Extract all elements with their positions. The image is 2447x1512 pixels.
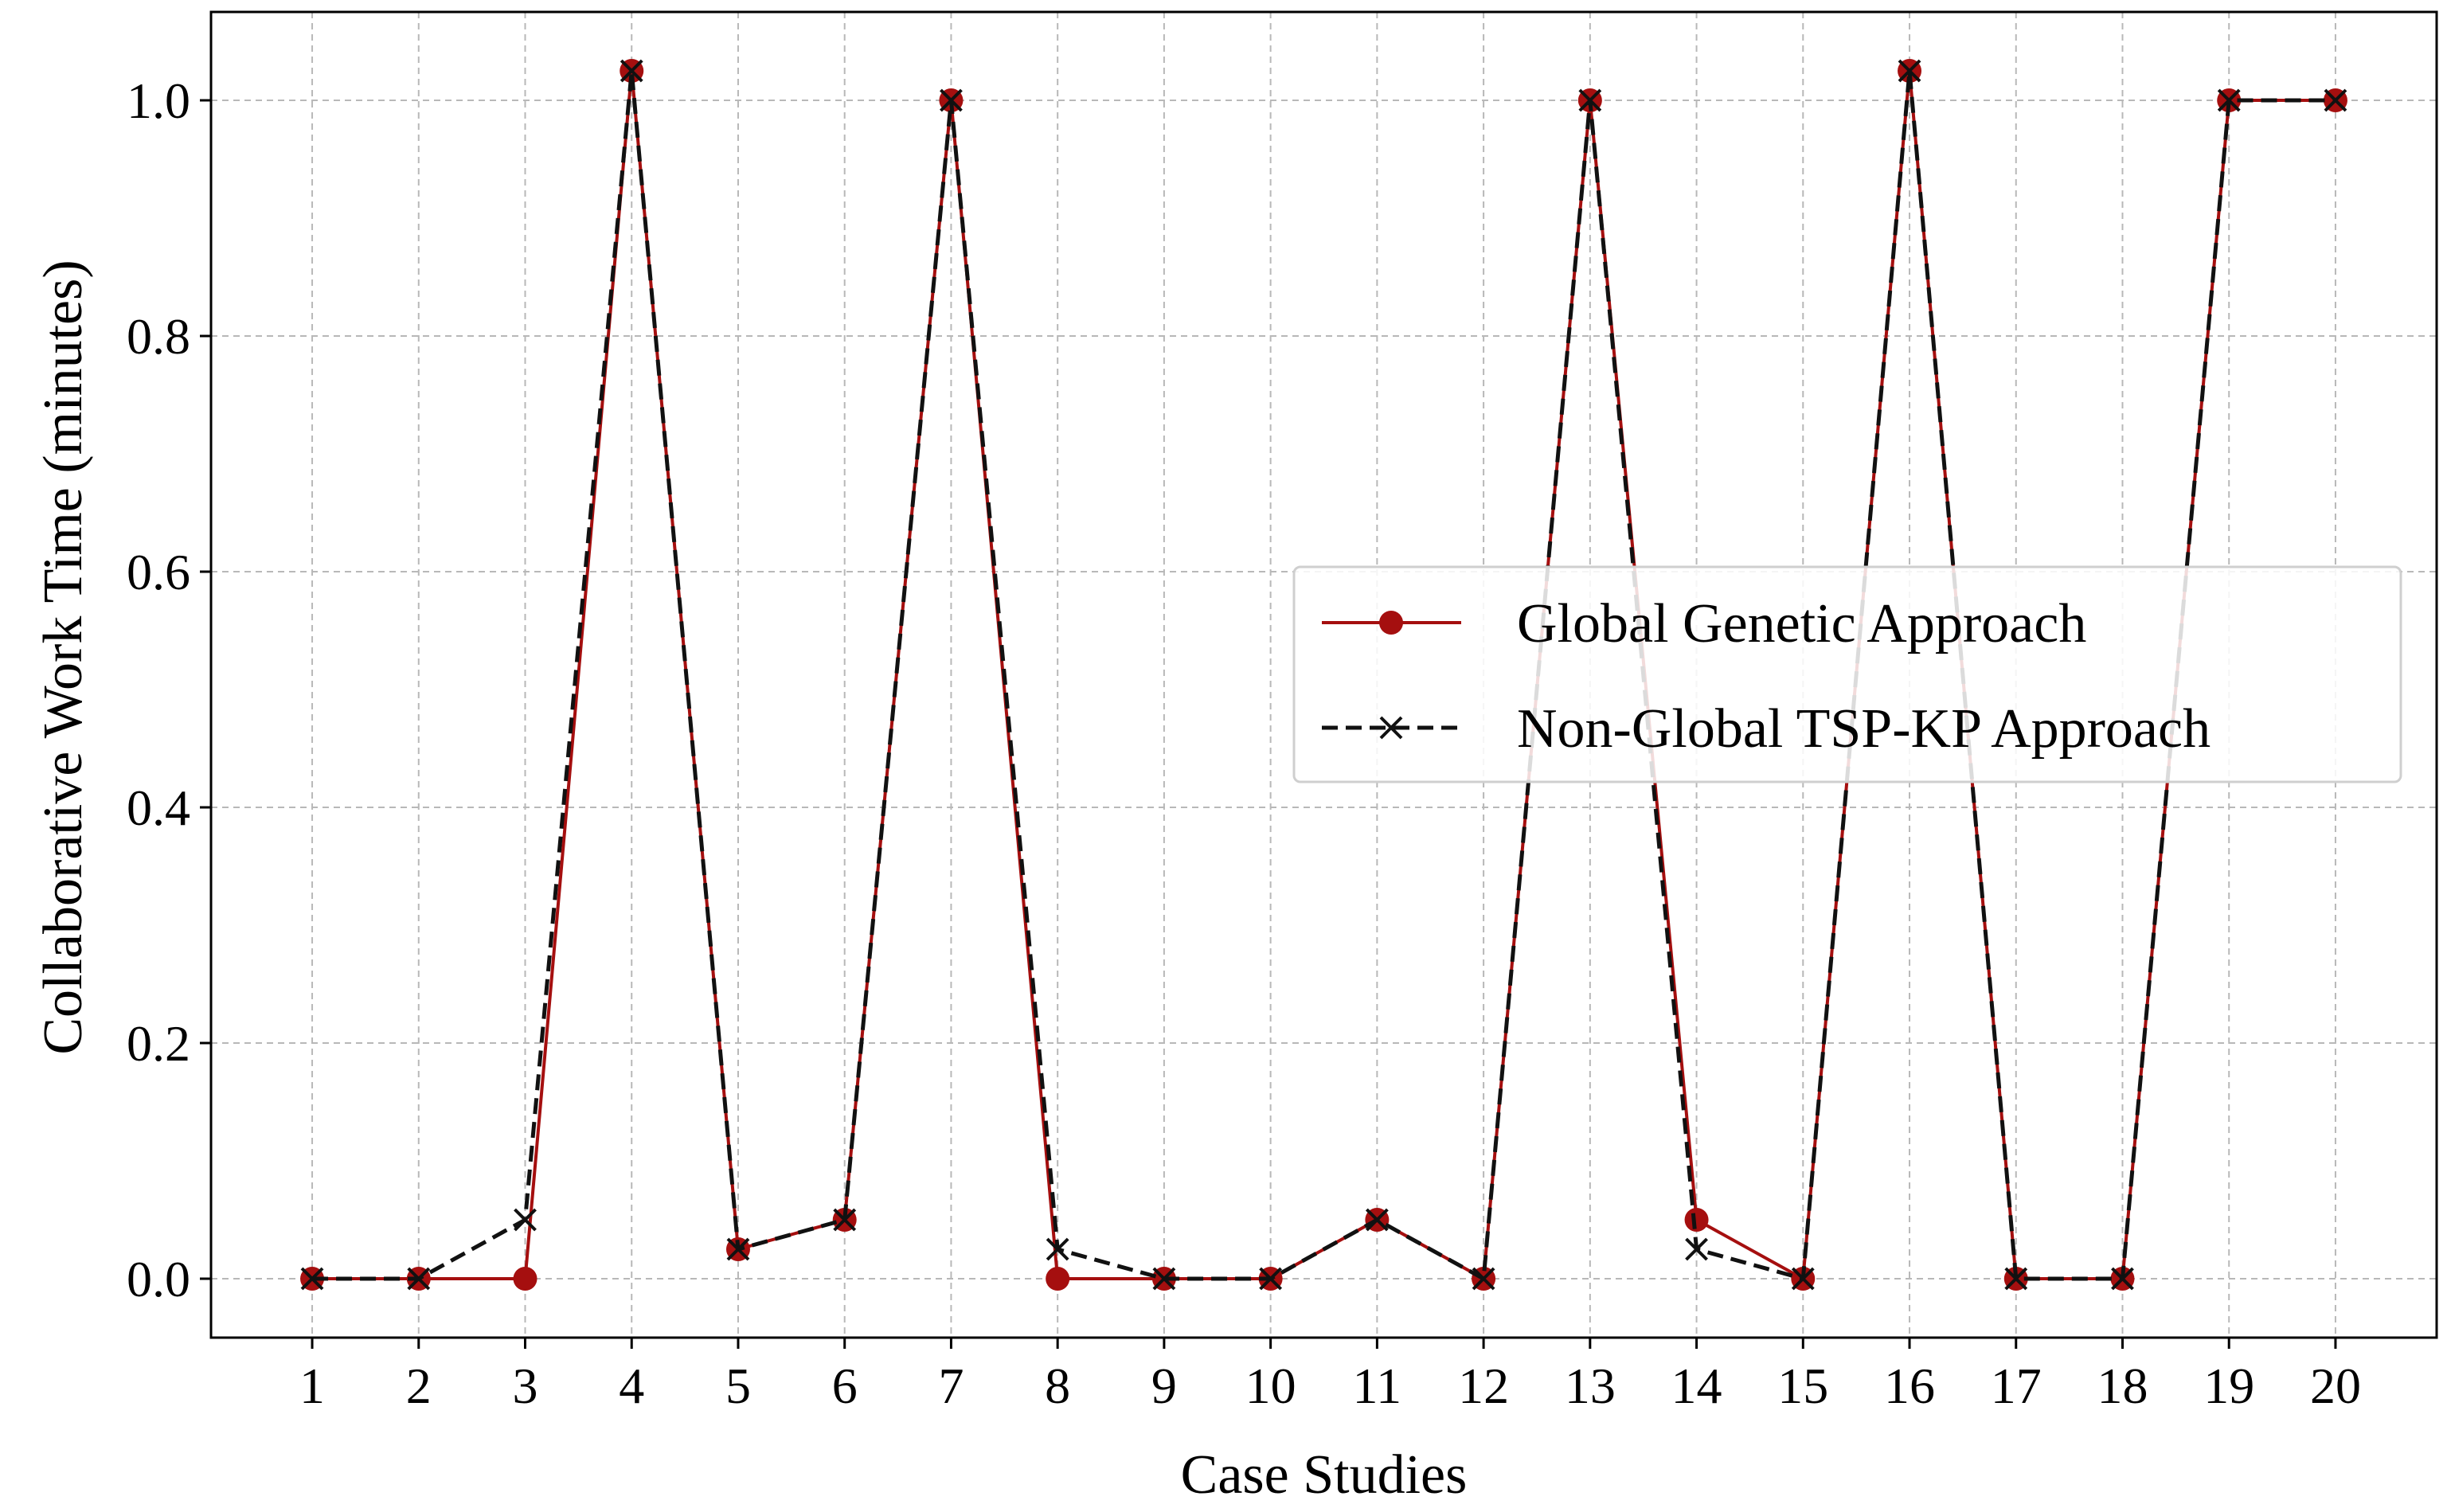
x-tick-label: 6 [832, 1358, 858, 1414]
data-point-x [1791, 1267, 1815, 1291]
y-tick-label: 0.8 [127, 308, 190, 365]
x-tick-label: 3 [513, 1358, 538, 1414]
data-point-x [1259, 1267, 1283, 1291]
legend-entry-2: Non-Global TSP-KP Approach [1322, 698, 2211, 760]
y-tick-label: 0.0 [127, 1251, 190, 1307]
y-tick-label: 0.2 [127, 1015, 190, 1072]
data-point-x [1046, 1237, 1069, 1261]
data-point-circle [513, 1267, 537, 1291]
data-point-x [726, 1237, 750, 1261]
x-tick-label: 2 [406, 1358, 432, 1414]
x-tick-label: 19 [2203, 1358, 2254, 1414]
data-point-x [1578, 88, 1602, 112]
x-tick-label: 8 [1045, 1358, 1070, 1414]
axis-ticks: 1 2 3 4 5 6 7 8 9 10 11 12 13 14 15 16 17 18 19 200.00.20.4… [127, 72, 2361, 1414]
data-point-x [2217, 88, 2241, 112]
legend-entries: Global Genetic Approach Non-Global TSP-KP… [1322, 593, 2211, 760]
x-tick-label: 5 [725, 1358, 751, 1414]
x-tick-label: 4 [619, 1358, 644, 1414]
data-point-x [1898, 59, 1921, 83]
data-point-x [620, 59, 643, 83]
series-lines [300, 59, 2347, 1291]
y-axis-label: Collaborative Work Time (minutes) [33, 260, 94, 1054]
legend-box [1292, 565, 2402, 783]
data-point-x [2004, 1267, 2028, 1291]
data-point-circle [1379, 611, 1403, 635]
data-point-x [1365, 1208, 1389, 1232]
legend-label: Non-Global TSP-KP Approach [1517, 698, 2211, 760]
data-point-x [1472, 1267, 1495, 1291]
x-tick-label: 7 [938, 1358, 964, 1414]
data-point-x [514, 1208, 537, 1232]
x-tick-label: 13 [1565, 1358, 1616, 1414]
data-point-x [1685, 1237, 1708, 1261]
series-2 [300, 59, 2347, 1291]
x-tick-label: 16 [1884, 1358, 1935, 1414]
data-point-circle [1046, 1267, 1070, 1291]
plot-frame [209, 10, 2438, 1339]
x-tick-label: 18 [2097, 1358, 2148, 1414]
data-point-x [300, 1267, 324, 1291]
data-point-x [407, 1267, 431, 1291]
y-tick-label: 0.4 [127, 779, 190, 836]
data-point-x [2111, 1267, 2134, 1291]
x-tick-label: 17 [1991, 1358, 2042, 1414]
x-tick-label: 14 [1671, 1358, 1722, 1414]
legend: Global Genetic Approach Non-Global TSP-KP… [1292, 565, 2402, 783]
x-tick-label: 12 [1458, 1358, 1509, 1414]
legend-label: Global Genetic Approach [1517, 593, 2086, 654]
data-point-x [1379, 716, 1403, 740]
legend-entry-1: Global Genetic Approach [1322, 593, 2086, 654]
x-tick-label: 15 [1777, 1358, 1828, 1414]
data-point-x [833, 1208, 857, 1232]
data-point-x [940, 88, 963, 112]
x-axis-label: Case Studies [1181, 1444, 1468, 1506]
series-line-2 [312, 68, 2336, 1281]
data-point-circle [1684, 1208, 1709, 1232]
x-tick-label: 1 [299, 1358, 325, 1414]
x-tick-label: 20 [2310, 1358, 2361, 1414]
x-tick-label: 9 [1151, 1358, 1177, 1414]
y-tick-label: 1.0 [127, 72, 190, 129]
data-point-x [2324, 88, 2347, 112]
x-tick-label: 11 [1353, 1358, 1402, 1414]
x-tick-label: 10 [1245, 1358, 1296, 1414]
data-point-x [1152, 1267, 1176, 1291]
y-tick-label: 0.6 [127, 544, 190, 600]
